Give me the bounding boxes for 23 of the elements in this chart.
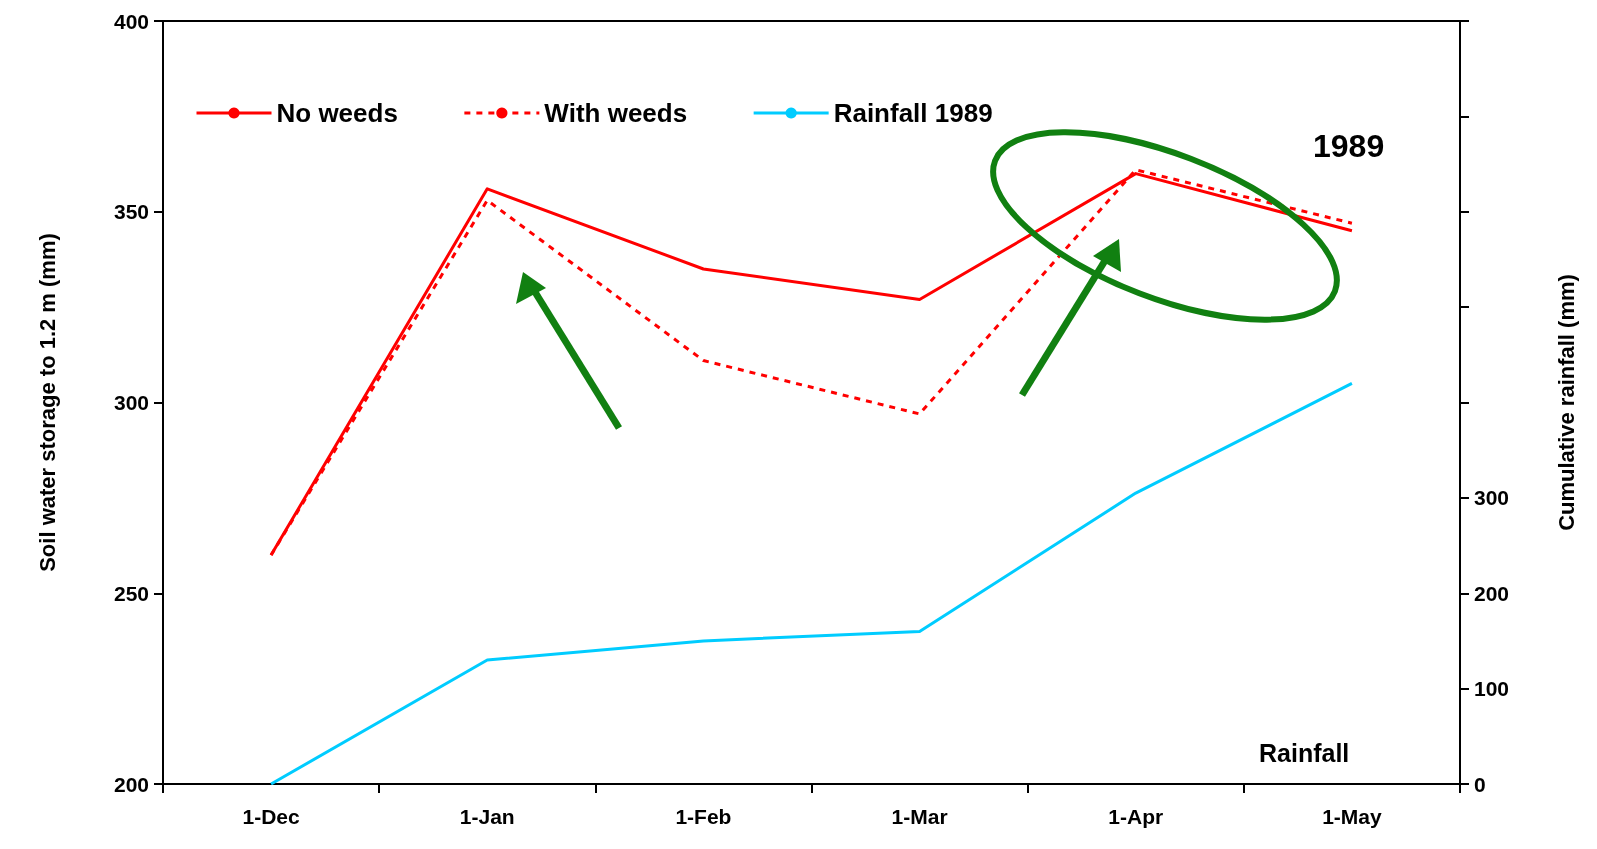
y-tick-label: 200	[113, 772, 149, 796]
x-tick-label: 1-Apr	[1108, 805, 1164, 828]
y2-tick-label: 300	[1474, 486, 1510, 510]
legend-label: Rainfall 1989	[833, 98, 993, 128]
y2-axis-title: Cumulative rainfall (mm)	[1553, 274, 1579, 531]
x-tick-label: 1-Dec	[242, 805, 300, 828]
x-tick-label: 1-Mar	[891, 805, 948, 828]
y-tick-label: 350	[113, 200, 149, 224]
y2-tick-label: 200	[1474, 581, 1510, 605]
y-tick-label: 250	[113, 581, 149, 605]
annotation: Rainfall	[1259, 738, 1350, 767]
annotation: 1989	[1313, 128, 1385, 164]
y-tick-label: 400	[113, 9, 149, 33]
y-axis-title: Soil water storage to 1.2 m (mm)	[34, 233, 60, 572]
y-tick-label: 300	[113, 391, 149, 414]
x-tick-label: 1-Feb	[675, 805, 732, 828]
x-tick-label: 1-Jan	[459, 805, 515, 828]
line-series	[269, 381, 1354, 786]
legend-label: No weeds	[276, 98, 398, 128]
x-tick-label: 1-May	[1322, 805, 1382, 828]
legend-label: With weeds	[544, 98, 688, 128]
y2-tick-label: 100	[1474, 677, 1510, 701]
y2-tick-label: 0	[1474, 772, 1486, 796]
